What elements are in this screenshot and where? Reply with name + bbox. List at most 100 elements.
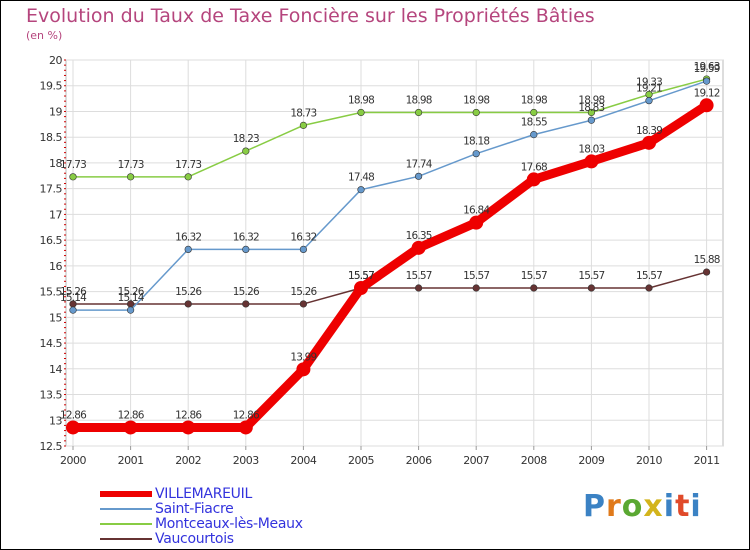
y-unit-label: (en %) — [26, 29, 63, 42]
legend-item-vaucourtois: Vaucourtois — [100, 531, 360, 547]
data-point — [181, 420, 196, 435]
x-tick-label: 2001 — [118, 454, 144, 467]
data-label: 19.63 — [694, 61, 720, 73]
y-tick-label: 16.5 — [40, 234, 63, 247]
data-point — [472, 150, 480, 158]
y-tick-label: 20 — [49, 54, 62, 67]
data-label: 19.21 — [636, 83, 662, 95]
data-label: 18.98 — [521, 94, 547, 106]
data-label: 16.32 — [290, 231, 316, 243]
data-label: 17.73 — [175, 159, 201, 171]
data-point — [587, 108, 596, 117]
data-label: 15.26 — [60, 286, 87, 298]
legend-item-saint-fiacre: Saint-Fiacre — [100, 501, 360, 517]
y-tick-label: 15.5 — [40, 286, 63, 299]
data-point — [584, 154, 599, 169]
data-label: 18.83 — [578, 102, 604, 114]
data-label: 18.39 — [636, 125, 662, 137]
y-tick-label: 17 — [49, 208, 62, 221]
data-point — [526, 172, 541, 187]
x-tick-label: 2007 — [463, 454, 489, 467]
series-line-vaucourtois — [72, 271, 708, 305]
y-tick-label: 12.5 — [40, 440, 63, 453]
legend-swatch — [100, 538, 152, 540]
data-point — [702, 77, 711, 85]
legend-swatch — [100, 491, 152, 497]
y-tick-label: 13 — [49, 414, 62, 427]
data-label: 18.98 — [406, 94, 432, 106]
data-label: 15.57 — [406, 270, 432, 282]
data-label: 18.23 — [233, 133, 259, 145]
data-point — [354, 280, 368, 295]
data-point — [699, 98, 714, 113]
data-point — [299, 245, 308, 253]
data-label: 15.57 — [463, 270, 489, 282]
data-label: 19.33 — [636, 76, 662, 88]
y-tick-label: 14.5 — [40, 337, 63, 350]
data-label: 15.14 — [118, 292, 145, 304]
data-label: 17.74 — [406, 158, 433, 170]
data-point — [69, 306, 77, 314]
series-line-montceaux-l-s-meaux — [72, 78, 708, 178]
x-tick-label: 2000 — [60, 454, 86, 467]
x-tick-label: 2009 — [578, 454, 604, 467]
x-tick-label: 2005 — [348, 454, 374, 467]
data-point — [415, 108, 423, 117]
data-label: 16.32 — [175, 231, 201, 243]
data-label: 15.26 — [118, 286, 145, 298]
y-tick-label: 18.5 — [40, 131, 63, 144]
data-label: 18.73 — [290, 107, 316, 119]
logo-letter: t — [675, 489, 691, 524]
data-point — [702, 268, 711, 276]
data-point — [242, 147, 250, 155]
x-tick-label: 2004 — [290, 454, 316, 467]
legend-label: Saint-Fiacre — [155, 501, 234, 517]
data-point — [642, 135, 656, 150]
data-label: 15.88 — [694, 254, 720, 266]
data-label: 17.73 — [118, 159, 144, 171]
y-tick-label: 17.5 — [40, 183, 63, 196]
data-point — [299, 300, 308, 308]
data-point — [184, 245, 192, 253]
data-label: 18.98 — [463, 94, 489, 106]
data-label: 19.59 — [694, 63, 720, 75]
data-point — [530, 131, 538, 139]
legend-item-villemareuil: VILLEMAREUIL — [100, 486, 360, 502]
data-point — [411, 240, 426, 255]
data-point — [66, 420, 80, 435]
data-label: 15.57 — [636, 270, 662, 282]
data-label: 15.26 — [233, 286, 260, 298]
y-tick-label: 16 — [49, 260, 62, 273]
data-point — [242, 245, 250, 253]
data-point — [530, 108, 538, 117]
data-label: 18.98 — [578, 94, 604, 106]
data-point — [184, 173, 192, 181]
y-tick-label: 19.5 — [40, 80, 63, 93]
logo-letter: i — [663, 489, 676, 524]
data-point — [127, 306, 135, 314]
data-label: 12.86 — [118, 409, 145, 421]
data-point — [530, 284, 538, 292]
data-label: 16.32 — [233, 231, 259, 243]
plot-area — [65, 59, 724, 447]
logo-letter: r — [606, 489, 622, 524]
data-label: 12.86 — [233, 409, 260, 421]
y-tick-label: 19 — [49, 105, 62, 118]
data-label: 13.99 — [290, 351, 316, 363]
data-label: 17.68 — [521, 161, 547, 173]
legend-label: Montceaux-lès-Meaux — [155, 516, 303, 532]
data-label: 17.73 — [60, 159, 86, 171]
legend-swatch — [100, 523, 152, 525]
data-label: 12.86 — [175, 409, 202, 421]
data-label: 17.48 — [348, 172, 374, 184]
legend-item-montceaux: Montceaux-lès-Meaux — [100, 516, 360, 532]
data-point — [123, 420, 138, 435]
data-point — [587, 116, 596, 124]
data-label: 15.14 — [60, 292, 87, 304]
legend-label: Vaucourtois — [155, 531, 234, 547]
x-tick-label: 2006 — [406, 454, 432, 467]
data-label: 15.57 — [578, 270, 604, 282]
data-point — [415, 172, 423, 180]
data-point — [415, 284, 423, 292]
x-tick-label: 2002 — [175, 454, 201, 467]
